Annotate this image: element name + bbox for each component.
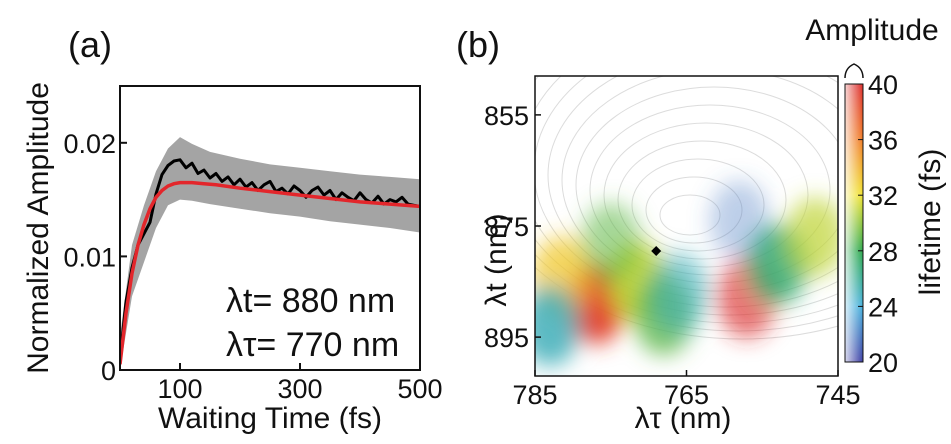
colorbar-amplitude-fade [845,84,863,362]
colorbar-bracket [844,63,864,79]
heatmap-region [580,202,641,283]
colorbar-tick-label: 24 [868,292,898,322]
heatmap-region [535,286,581,366]
colorbar-top-label: Amplitude [805,14,938,47]
marker-diamond [651,246,662,256]
contour-line [535,266,838,340]
heatmap-region [785,197,838,278]
panel-a-label: (a) [68,24,112,65]
colorbar-ticks: 40 36 32 28 24 20 [858,70,898,378]
y-tick-label: 875 [484,212,529,242]
panel-a-ylabel: Normalized Amplitude [22,82,55,374]
colorbar-tick-label: 20 [868,348,898,378]
contour-line [617,140,787,260]
colorbar-label: lifetime (fs) [914,149,947,296]
y-tick-label: 0.01 [63,242,116,272]
heatmap-regions [535,180,838,366]
contour-line [589,104,831,276]
colorbar-tick-label: 32 [868,181,898,211]
colorbar-tick-label: 36 [868,126,898,156]
x-tick-label: 100 [157,374,202,404]
panel-b-ylabel: λt (nm) [480,213,513,306]
contour-line [575,86,838,284]
colorbar-tick-label: 28 [868,237,898,267]
panel-a-ticks: 100 300 500 0 0.01 0.02 [63,129,442,404]
colorbar-frame [844,83,864,363]
panel-a-plot: 100 300 500 0 0.01 0.02 [63,85,443,404]
heatmap-region [648,252,709,333]
y-tick-label: 895 [484,323,529,353]
x-tick-label: 500 [397,374,442,404]
heatmap-region [709,180,770,261]
panel-b-ticks: 785 765 745 855 875 895 [484,101,861,410]
x-tick-label: 300 [277,374,322,404]
x-tick-label: 785 [512,380,557,410]
panel-a-xlabel: Waiting Time (fs) [158,402,382,435]
panel-a-frame [119,85,421,371]
fit-line [120,180,420,365]
y-tick-label: 0 [101,356,116,386]
y-tick-label: 855 [484,101,529,131]
panel-b-label: (b) [456,24,500,65]
colorbar: 40 36 32 28 24 20 Amplitude lifetime (fs) [805,14,947,378]
colorbar-tick-label: 40 [868,70,898,100]
x-tick-label: 745 [815,380,860,410]
y-tick-label: 0.02 [63,129,116,159]
annotation-lambda-t: λt= 880 nm [226,282,395,320]
panel-b-xlabel: λτ (nm) [635,402,732,435]
panel-b-plot: 785 765 745 855 875 895 [484,75,861,410]
annotation-lambda-tau: λτ= 770 nm [226,326,399,364]
x-tick-label: 765 [664,380,709,410]
contour-line [603,122,809,268]
